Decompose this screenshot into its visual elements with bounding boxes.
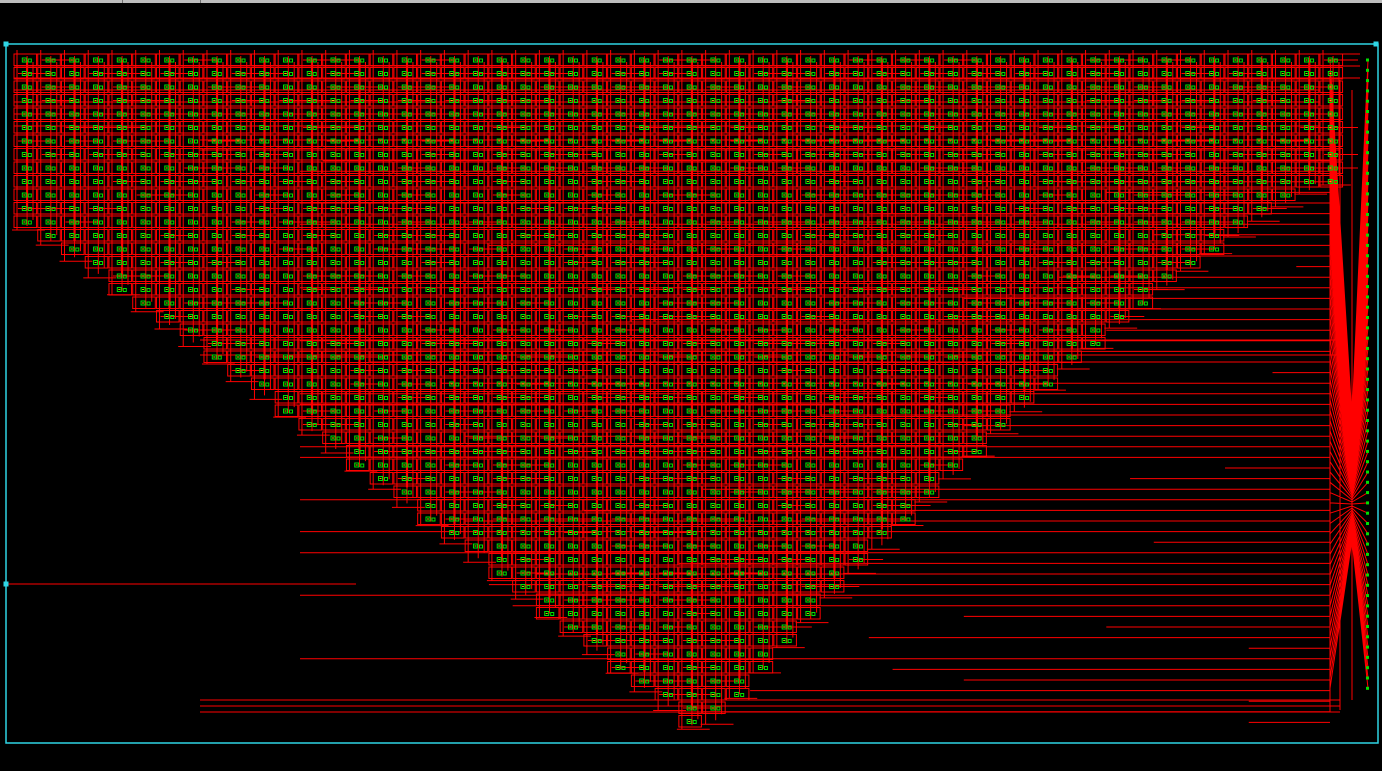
output-port (1366, 542, 1369, 546)
output-port (1366, 439, 1369, 443)
output-port (1366, 89, 1369, 93)
output-port (1366, 192, 1369, 196)
output-port (1366, 295, 1369, 299)
gate-symbol (23, 59, 1332, 722)
output-port (1366, 470, 1369, 474)
output-port (1366, 171, 1369, 175)
output-port (1366, 511, 1369, 515)
output-port (1366, 213, 1369, 216)
toolbar-strip (0, 0, 1382, 3)
output-port (1366, 522, 1369, 525)
output-port (1366, 666, 1369, 670)
output-port (1366, 357, 1369, 361)
output-port (1366, 635, 1369, 639)
output-port (1366, 676, 1369, 680)
output-port (1366, 58, 1369, 62)
output-port (1366, 140, 1369, 144)
output-port (1366, 388, 1369, 392)
output-port (1366, 408, 1369, 412)
output-port (1366, 264, 1369, 268)
output-port (1366, 130, 1369, 134)
output-port (1366, 480, 1369, 484)
output-port (1366, 110, 1369, 113)
wire-layer (6, 50, 1369, 730)
output-port (1366, 316, 1369, 319)
output-port (1366, 552, 1369, 556)
output-port (1366, 460, 1369, 464)
output-port (1366, 274, 1369, 278)
output-port (1366, 305, 1369, 309)
output-port (1366, 99, 1369, 103)
output-port (1366, 491, 1369, 495)
toolbar-divider (122, 0, 123, 3)
output-port (1366, 161, 1369, 165)
output-port (1366, 449, 1369, 453)
output-port (1366, 419, 1369, 422)
output-port (1366, 151, 1369, 155)
port-layer (3, 41, 1379, 690)
output-port (1366, 645, 1369, 649)
output-port (1366, 429, 1369, 433)
output-port (1366, 326, 1369, 330)
output-port (1366, 182, 1369, 186)
output-port (1366, 398, 1369, 402)
output-port (1366, 68, 1369, 72)
output-port (1366, 563, 1369, 567)
output-port (1366, 285, 1369, 289)
output-port (1366, 501, 1369, 505)
output-port (1366, 254, 1369, 258)
output-port (1366, 79, 1369, 83)
output-port (1366, 614, 1369, 618)
output-port (1366, 243, 1369, 247)
output-port (1366, 346, 1369, 350)
output-port (1366, 594, 1369, 598)
output-port (1366, 233, 1369, 237)
design-boundary (5, 43, 1379, 744)
output-port (1366, 604, 1369, 608)
output-port (1366, 367, 1369, 371)
output-port (1366, 686, 1369, 690)
output-port (1366, 202, 1369, 206)
output-port (1366, 625, 1369, 628)
output-port (1366, 336, 1369, 340)
output-port (1366, 655, 1369, 659)
output-port (1366, 223, 1369, 227)
toolbar-divider (200, 0, 201, 3)
output-port (1366, 573, 1369, 577)
cell-layer (21, 57, 1338, 724)
output-port (1366, 532, 1369, 536)
output-port (1366, 583, 1369, 587)
wire-trunk (25, 60, 1311, 710)
output-port (1366, 377, 1369, 381)
gate-cell (21, 57, 1338, 724)
output-port (1366, 120, 1369, 124)
